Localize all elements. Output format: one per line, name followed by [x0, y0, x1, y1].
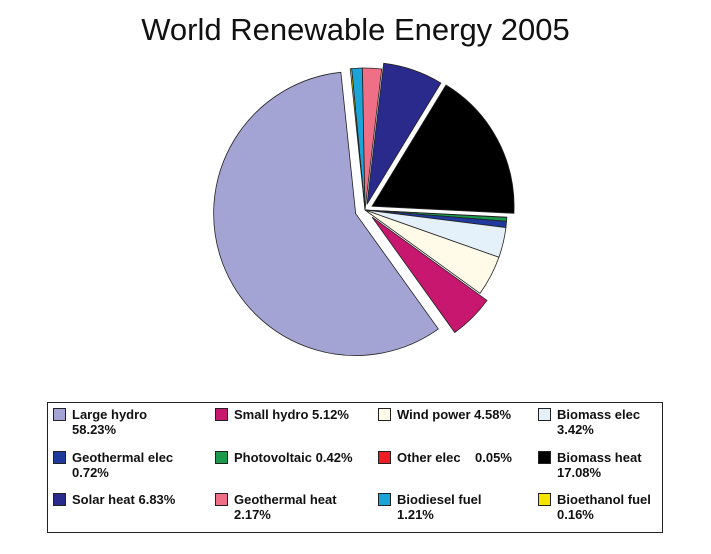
legend-item-other-elec: Other elec 0.05%	[378, 450, 538, 492]
legend-item-small-hydro: Small hydro 5.12%	[215, 407, 378, 450]
pie-slice-geothermal-heat	[362, 67, 383, 211]
pie-slice-bioethanol-fuel	[349, 68, 366, 211]
legend-swatch	[378, 493, 391, 506]
legend-label: Solar heat 6.83%	[72, 492, 176, 507]
legend-item-biomass-heat: Biomass heat 17.08%	[538, 450, 669, 492]
legend-swatch	[538, 493, 551, 506]
legend-item-geothermal-elec: Geothermal elec 0.72%	[53, 450, 215, 492]
legend-swatch	[538, 451, 551, 464]
legend-swatch	[53, 493, 66, 506]
legend-label: Other elec 0.05%	[397, 450, 512, 465]
legend-label: Large hydro 58.23%	[72, 407, 148, 437]
legend: Large hydro 58.23% Small hydro 5.12% Win…	[47, 402, 663, 533]
legend-swatch	[378, 408, 391, 421]
legend-label: Biomass heat 17.08%	[557, 450, 642, 480]
pie-slice-large-hydro	[213, 71, 439, 356]
legend-label: Geothermal heat 2.17%	[234, 492, 337, 522]
pie-slice-small-hydro	[371, 216, 488, 334]
pie-slice-wind-power	[364, 209, 500, 294]
legend-item-solar-heat: Solar heat 6.83%	[53, 492, 215, 535]
chart-title: World Renewable Energy 2005	[141, 12, 570, 47]
legend-swatch	[215, 493, 228, 506]
legend-item-wind-power: Wind power 4.58%	[378, 407, 538, 450]
legend-swatch	[378, 451, 391, 464]
pie-chart	[213, 62, 515, 356]
legend-label: Photovoltaic 0.42%	[234, 450, 353, 465]
legend-swatch	[53, 451, 66, 464]
legend-label: Geothermal elec 0.72%	[72, 450, 174, 480]
legend-swatch	[215, 451, 228, 464]
pie-slice-solar-heat	[366, 62, 442, 205]
legend-swatch	[53, 408, 66, 421]
legend-label: Small hydro 5.12%	[234, 407, 349, 422]
legend-label: Wind power 4.58%	[397, 407, 512, 422]
legend-item-biomass-elec: Biomass elec 3.42%	[538, 407, 669, 450]
legend-label: Bioethanol fuel 0.16%	[557, 492, 651, 522]
legend-swatch	[215, 408, 228, 421]
legend-item-large-hydro: Large hydro 58.23%	[53, 407, 215, 450]
pie-slice-biomass-heat	[371, 84, 515, 214]
legend-item-biodiesel-fuel: Biodiesel fuel 1.21%	[378, 492, 538, 535]
legend-label: Biomass elec 3.42%	[557, 407, 641, 437]
legend-item-photovoltaic: Photovoltaic 0.42%	[215, 450, 378, 492]
legend-swatch	[538, 408, 551, 421]
legend-item-bioethanol-fuel: Bioethanol fuel 0.16%	[538, 492, 669, 535]
legend-item-geothermal-heat: Geothermal heat 2.17%	[215, 492, 378, 535]
legend-label: Biodiesel fuel 1.21%	[397, 492, 482, 522]
